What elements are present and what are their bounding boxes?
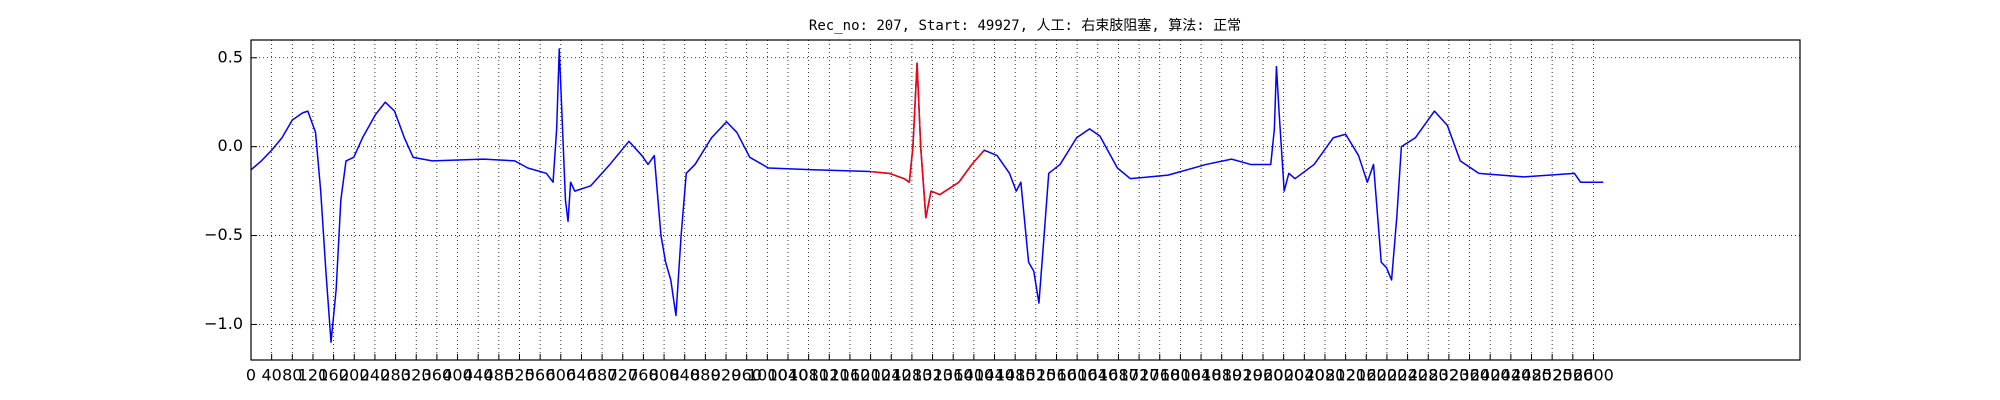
x-tick-label: 840 [669, 366, 700, 385]
x-tick-label: 2320 [1429, 366, 1470, 385]
x-tick-label: 320 [401, 366, 432, 385]
x-tick-label: 160 [318, 366, 349, 385]
y-tick-label: −0.5 [204, 225, 243, 244]
x-tick-label: 2040 [1284, 366, 1325, 385]
x-tick-label: 280 [380, 366, 411, 385]
x-tick-label: 2240 [1387, 366, 1428, 385]
x-tick-label: 2400 [1470, 366, 1511, 385]
x-tick-label: 560 [525, 366, 556, 385]
plot-frame [250, 39, 1801, 361]
x-tick-label: 2600 [1573, 366, 1614, 385]
x-tick-label: 1560 [1036, 366, 1077, 385]
x-tick-label: 1760 [1139, 366, 1180, 385]
x-tick-label: 800 [649, 366, 680, 385]
x-tick-label: 2200 [1367, 366, 1408, 385]
x-tick-label: 1520 [1015, 366, 1056, 385]
x-tick-label: 80 [282, 366, 302, 385]
x-tick-label: 400 [442, 366, 473, 385]
x-tick-label: 0 [246, 366, 256, 385]
x-tick-label: 920 [711, 366, 742, 385]
x-tick-label: 1480 [995, 366, 1036, 385]
x-tick-label: 1120 [809, 366, 850, 385]
y-tick-label: 0.5 [218, 47, 243, 66]
x-tick-label: 240 [360, 366, 391, 385]
x-tick-label: 1680 [1098, 366, 1139, 385]
x-tick-label: 1200 [850, 366, 891, 385]
x-tick-label: 1240 [871, 366, 912, 385]
x-tick-label: 1160 [830, 366, 871, 385]
x-tick-label: 40 [261, 366, 281, 385]
x-tick-label: 1280 [892, 366, 933, 385]
x-tick-label: 880 [690, 366, 721, 385]
x-tick-label: 680 [587, 366, 618, 385]
y-tick-label: −1.0 [204, 314, 243, 333]
x-tick-label: 1040 [768, 366, 809, 385]
x-tick-label: 1880 [1201, 366, 1242, 385]
x-tick-label: 720 [607, 366, 638, 385]
x-tick-label: 1080 [788, 366, 829, 385]
x-tick-label: 2160 [1346, 366, 1387, 385]
x-tick-label: 1320 [912, 366, 953, 385]
x-tick-label: 120 [298, 366, 329, 385]
x-tick-label: 200 [339, 366, 370, 385]
x-tick-label: 1920 [1222, 366, 1263, 385]
x-tick-label: 1600 [1057, 366, 1098, 385]
x-tick-label: 760 [628, 366, 659, 385]
x-tick-label: 2520 [1532, 366, 1573, 385]
x-tick-label: 360 [422, 366, 453, 385]
series-line [870, 62, 985, 219]
x-tick-label: 1440 [974, 366, 1015, 385]
x-tick-label: 960 [731, 366, 762, 385]
x-tick-label: 2560 [1552, 366, 1593, 385]
x-tick-label: 1000 [747, 366, 788, 385]
x-tick-label: 520 [504, 366, 535, 385]
x-tick-label: 1400 [954, 366, 995, 385]
x-tick-label: 1800 [1160, 366, 1201, 385]
y-tick-label: 0.0 [218, 136, 243, 155]
x-tick-label: 440 [463, 366, 494, 385]
x-tick-label: 1840 [1181, 366, 1222, 385]
x-tick-label: 2360 [1449, 366, 1490, 385]
x-tick-label: 1640 [1077, 366, 1118, 385]
x-tick-label: 1360 [933, 366, 974, 385]
x-tick-label: 1960 [1243, 366, 1284, 385]
x-tick-label: 2000 [1263, 366, 1304, 385]
x-tick-label: 2120 [1325, 366, 1366, 385]
x-tick-label: 640 [566, 366, 597, 385]
x-tick-label: 1720 [1119, 366, 1160, 385]
x-tick-label: 2080 [1305, 366, 1346, 385]
x-tick-label: 2480 [1511, 366, 1552, 385]
chart-title: Rec_no: 207, Start: 49927, 人工: 右束肢阻塞, 算法… [809, 17, 1241, 34]
x-tick-label: 480 [484, 366, 515, 385]
x-tick-label: 2280 [1408, 366, 1449, 385]
x-tick-label: 600 [546, 366, 577, 385]
x-tick-label: 2440 [1490, 366, 1531, 385]
